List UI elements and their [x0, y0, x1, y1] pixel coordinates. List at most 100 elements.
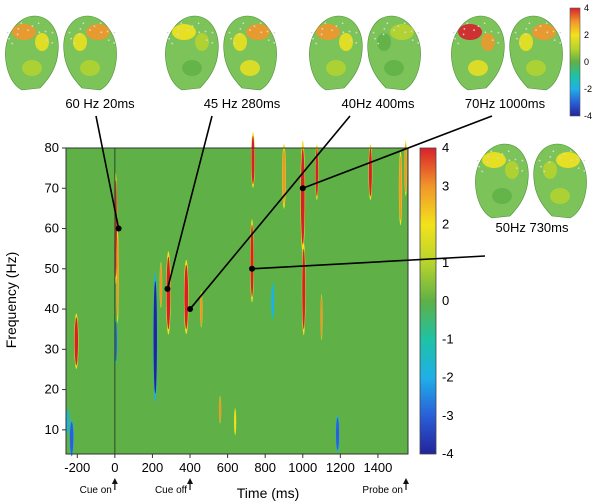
electrode-dot: [484, 31, 487, 34]
electrode-dot: [583, 159, 586, 162]
activity-patch: [377, 33, 391, 51]
topo-head: [367, 15, 421, 91]
event-marker-label: Probe on: [362, 485, 403, 496]
electrode-dot: [552, 30, 555, 33]
annotation-point: [299, 185, 306, 192]
electrode-dot: [525, 27, 528, 30]
activity-patch: [481, 33, 495, 51]
electrode-dot: [466, 22, 469, 25]
activity-patch: [182, 60, 202, 76]
electrode-dot: [559, 41, 562, 44]
electrode-dot: [519, 42, 522, 45]
activity-patch: [339, 33, 353, 51]
topo-head: [451, 15, 505, 91]
y-tick-label: 70: [45, 180, 59, 195]
electrode-dot: [233, 42, 236, 45]
heatmap-blob: [368, 148, 372, 197]
heatmap: [65, 132, 409, 457]
electrode-dot: [70, 37, 72, 40]
electrode-dot: [191, 25, 194, 28]
electrode-dot: [583, 169, 586, 172]
electrode-dot: [559, 31, 562, 34]
electrode-dot: [393, 29, 395, 31]
electrode-dot: [497, 157, 499, 159]
electrode-dot: [477, 25, 480, 28]
annotation-point: [249, 265, 256, 272]
heatmap-blob: [116, 236, 119, 318]
electrode-dot: [524, 33, 527, 36]
electrode-dot: [528, 22, 531, 25]
heatmap-blob: [166, 256, 171, 330]
topography-maps: [5, 15, 587, 219]
heatmap-blob: [250, 224, 254, 297]
heatmap-blob: [399, 156, 402, 221]
y-tick-label: 50: [45, 261, 59, 276]
electrode-dot: [404, 31, 407, 34]
electrode-dot: [548, 161, 551, 164]
activity-patch: [532, 24, 556, 40]
electrode-dot: [187, 29, 189, 31]
electrode-dot: [79, 27, 82, 30]
electrode-dot: [457, 42, 460, 45]
heatmap-blob: [404, 143, 407, 193]
electrode-dot: [45, 39, 48, 42]
electrode-dot: [348, 30, 351, 33]
activity-patch: [390, 24, 414, 40]
electrode-dot: [166, 31, 169, 34]
electrode-dot: [176, 33, 179, 36]
electrode-dot: [228, 31, 231, 34]
colorbar-tick-label: -4: [442, 446, 454, 461]
electrode-dot: [27, 29, 29, 31]
electrode-dot: [51, 31, 54, 34]
heatmap-blob: [271, 284, 275, 318]
electrode-dot: [99, 22, 102, 25]
annotation-label: 45 Hz 280ms: [204, 96, 281, 111]
electrode-dot: [486, 161, 489, 164]
electrode-dot: [490, 150, 493, 153]
annotation-leader-line: [166, 115, 213, 290]
heatmap-background: [66, 148, 408, 454]
electrode-dot: [249, 29, 251, 31]
activity-patch: [195, 33, 209, 51]
annotation-point: [164, 285, 171, 292]
electrode-dot: [107, 39, 110, 42]
electrode-dot: [310, 31, 313, 34]
topography-colorbar: 4 2 0 -2 -4: [569, 3, 592, 121]
heatmap-frame: [65, 147, 409, 455]
electrode-dot: [312, 37, 314, 40]
axes: -200 0 200 400 600 800 1000 1200 1400 10 20 30 40 50 6…: [45, 140, 393, 475]
electrode-dot: [553, 39, 556, 42]
electrode-dot: [44, 30, 47, 33]
electrode-dot: [535, 29, 537, 31]
topo-head: [509, 15, 563, 91]
y-tick-label: 40: [45, 301, 59, 316]
activity-patch: [233, 33, 247, 51]
heatmap-blob: [234, 409, 237, 434]
electrode-dot: [515, 167, 518, 170]
electrode-dot: [168, 37, 170, 40]
activity-patch: [240, 60, 260, 76]
heatmap-blob: [69, 421, 74, 454]
y-tick-label: 20: [45, 382, 59, 397]
electrode-dot: [569, 150, 572, 153]
colorbar-tick-label: 0: [442, 293, 449, 308]
colorbar-tick-label: 4: [442, 140, 449, 155]
x-tick-label: 800: [254, 460, 276, 475]
electrode-dot: [113, 41, 116, 44]
electrode-dot: [543, 170, 546, 173]
electrode-dot: [8, 37, 10, 40]
x-tick-label: 0: [111, 460, 118, 475]
electrode-dot: [20, 22, 23, 25]
y-tick-label: 30: [45, 341, 59, 356]
heatmap-blob: [200, 292, 203, 326]
topo-colorbar-tick-label: 0: [584, 57, 589, 67]
electrode-dot: [497, 41, 500, 44]
x-tick-label: 400: [179, 460, 201, 475]
activity-patch: [384, 60, 404, 76]
electrode-dot: [491, 39, 494, 42]
electrode-dot: [239, 27, 242, 30]
electrode-dot: [410, 30, 413, 33]
electrode-dot: [198, 31, 201, 34]
electrode-dot: [68, 31, 71, 34]
